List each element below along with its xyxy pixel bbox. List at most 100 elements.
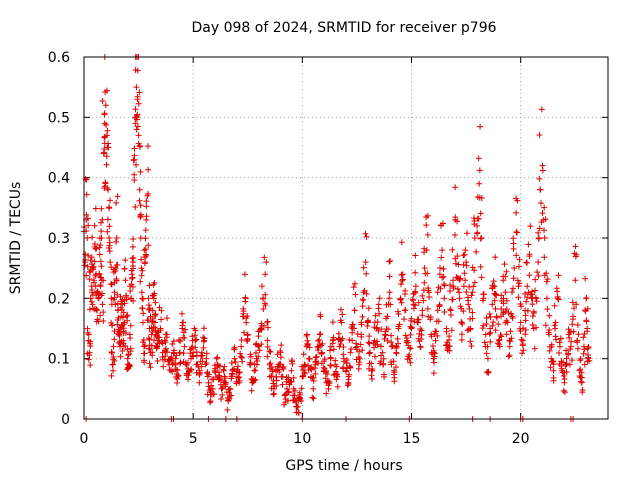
data-point bbox=[546, 312, 553, 319]
data-point bbox=[137, 212, 144, 219]
data-point bbox=[366, 340, 373, 347]
data-point bbox=[98, 235, 105, 241]
data-point bbox=[351, 280, 358, 287]
data-point bbox=[529, 301, 536, 308]
data-point bbox=[139, 295, 146, 302]
data-point bbox=[578, 378, 585, 385]
data-point bbox=[189, 343, 196, 350]
data-point bbox=[222, 380, 229, 387]
data-point bbox=[503, 297, 510, 304]
data-point bbox=[304, 331, 311, 338]
data-point bbox=[227, 385, 234, 392]
data-point bbox=[235, 373, 242, 380]
data-point bbox=[312, 354, 319, 361]
data-point bbox=[207, 398, 214, 405]
data-point bbox=[218, 385, 225, 392]
data-point bbox=[533, 324, 540, 331]
data-point bbox=[237, 350, 244, 357]
data-point bbox=[106, 235, 113, 241]
data-point bbox=[145, 295, 152, 302]
data-point bbox=[198, 363, 205, 370]
data-point bbox=[165, 358, 172, 365]
data-point bbox=[277, 348, 284, 355]
data-point bbox=[96, 244, 103, 251]
data-point bbox=[175, 372, 182, 379]
data-point bbox=[145, 317, 152, 324]
data-point bbox=[225, 397, 232, 404]
data-point bbox=[439, 247, 446, 254]
data-point bbox=[122, 330, 129, 337]
data-point bbox=[554, 293, 561, 300]
data-point bbox=[439, 274, 446, 281]
data-point bbox=[370, 344, 377, 351]
data-point bbox=[214, 354, 221, 361]
data-point bbox=[419, 312, 426, 319]
data-point bbox=[502, 273, 509, 280]
data-point bbox=[121, 265, 128, 272]
data-point bbox=[356, 359, 363, 366]
data-point bbox=[174, 367, 181, 374]
data-point bbox=[345, 380, 352, 387]
data-point bbox=[316, 342, 323, 349]
data-point bbox=[424, 231, 431, 238]
data-point bbox=[449, 277, 456, 284]
data-point bbox=[368, 367, 375, 374]
data-point bbox=[381, 335, 388, 342]
data-point bbox=[335, 336, 342, 343]
data-point bbox=[149, 329, 156, 336]
data-point bbox=[551, 302, 558, 309]
data-point bbox=[541, 204, 548, 211]
data-point bbox=[454, 253, 461, 260]
data-point bbox=[437, 285, 444, 292]
data-point bbox=[169, 340, 176, 347]
x-tick-label: 20 bbox=[512, 431, 530, 447]
data-point bbox=[558, 365, 565, 372]
data-point bbox=[106, 223, 113, 230]
data-point bbox=[284, 397, 291, 404]
data-point bbox=[449, 296, 456, 303]
data-point bbox=[141, 260, 148, 267]
data-point bbox=[388, 332, 395, 339]
data-point bbox=[175, 336, 182, 343]
data-point bbox=[553, 285, 560, 292]
data-point bbox=[210, 390, 217, 397]
data-point bbox=[236, 369, 243, 376]
data-point bbox=[142, 246, 149, 253]
data-point bbox=[339, 335, 346, 342]
data-point bbox=[101, 110, 108, 117]
data-point bbox=[122, 277, 129, 284]
data-point bbox=[296, 389, 303, 396]
data-point bbox=[193, 349, 200, 356]
data-point bbox=[346, 336, 353, 343]
data-point bbox=[379, 349, 386, 356]
data-point bbox=[538, 200, 545, 207]
data-point bbox=[561, 389, 568, 396]
data-point bbox=[226, 386, 233, 393]
data-point bbox=[190, 353, 197, 360]
data-point bbox=[440, 265, 447, 272]
data-point bbox=[560, 359, 567, 366]
data-point bbox=[508, 335, 515, 342]
data-point bbox=[170, 338, 177, 345]
data-point bbox=[98, 228, 105, 235]
data-point bbox=[280, 365, 287, 372]
data-point bbox=[392, 364, 399, 371]
data-point bbox=[470, 283, 477, 290]
data-point bbox=[100, 150, 107, 157]
data-point bbox=[492, 254, 499, 261]
data-point bbox=[228, 359, 235, 366]
data-point bbox=[158, 307, 165, 314]
data-point bbox=[519, 342, 526, 349]
data-point bbox=[315, 337, 322, 344]
data-point bbox=[386, 258, 393, 265]
data-point bbox=[154, 357, 161, 364]
data-point bbox=[244, 335, 251, 342]
data-point bbox=[146, 360, 153, 367]
data-point bbox=[99, 216, 106, 223]
data-point bbox=[276, 361, 283, 368]
data-point bbox=[109, 322, 116, 329]
data-point bbox=[569, 321, 576, 328]
data-point bbox=[256, 327, 263, 334]
data-point bbox=[180, 319, 187, 326]
data-point bbox=[327, 362, 334, 369]
